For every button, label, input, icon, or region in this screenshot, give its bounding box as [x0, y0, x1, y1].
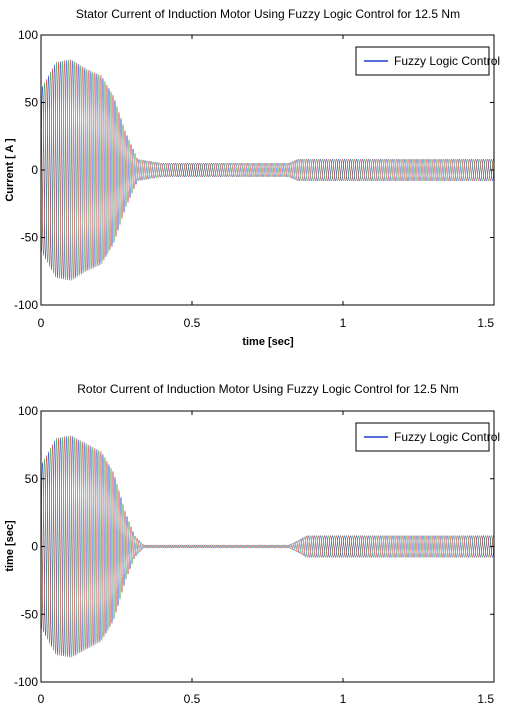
series-phase-c — [40, 435, 495, 657]
x-tick-label: 0.5 — [184, 316, 201, 330]
y-tick-label: 100 — [18, 404, 38, 418]
x-axis: 0 0.5 1 1.5 — [38, 35, 495, 330]
y-tick-label: -50 — [21, 607, 39, 621]
series-phase-b — [40, 435, 495, 658]
x-tick-label: 0.5 — [184, 692, 201, 706]
legend: Fuzzy Logic Control — [355, 422, 500, 452]
legend-label: Fuzzy Logic Control — [394, 430, 500, 444]
stator-current-chart: Stator Current of Induction Motor Using … — [4, 7, 500, 348]
x-tick-label: 0 — [38, 692, 45, 706]
y-tick-label: -100 — [14, 298, 38, 312]
y-axis: 100 50 0 -50 -100 — [14, 28, 494, 312]
rotor-current-chart: Rotor Current of Induction Motor Using F… — [4, 382, 500, 706]
y-axis-label: Current [ A ] — [4, 138, 16, 202]
y-axis: 100 50 0 -50 -100 — [14, 404, 494, 689]
y-tick-label: 0 — [31, 540, 38, 554]
chart-title: Rotor Current of Induction Motor Using F… — [77, 382, 459, 396]
x-tick-label: 1 — [340, 692, 347, 706]
x-axis-label: time [sec] — [242, 336, 294, 348]
plot-area — [40, 435, 495, 658]
series-phase-c — [40, 59, 495, 281]
y-tick-label: 50 — [25, 472, 39, 486]
legend: Fuzzy Logic Control — [355, 46, 500, 76]
legend-label: Fuzzy Logic Control — [394, 54, 500, 68]
series-phase-a — [40, 60, 495, 281]
x-tick-label: 1 — [340, 316, 347, 330]
chart-title: Stator Current of Induction Motor Using … — [76, 7, 460, 21]
y-tick-label: 0 — [31, 163, 38, 177]
plot-area — [40, 59, 495, 282]
series-phase-b — [40, 59, 495, 282]
y-tick-label: -50 — [21, 231, 39, 245]
series-phase-a — [40, 436, 495, 658]
x-tick-label: 0 — [38, 316, 45, 330]
x-tick-label: 1.5 — [477, 692, 494, 706]
y-tick-label: 50 — [25, 96, 39, 110]
y-axis-label: time [sec] — [4, 520, 16, 572]
y-tick-label: 100 — [18, 28, 38, 42]
y-tick-label: -100 — [14, 675, 38, 689]
x-axis: 0 0.5 1 1.5 — [38, 411, 495, 706]
x-tick-label: 1.5 — [477, 316, 494, 330]
